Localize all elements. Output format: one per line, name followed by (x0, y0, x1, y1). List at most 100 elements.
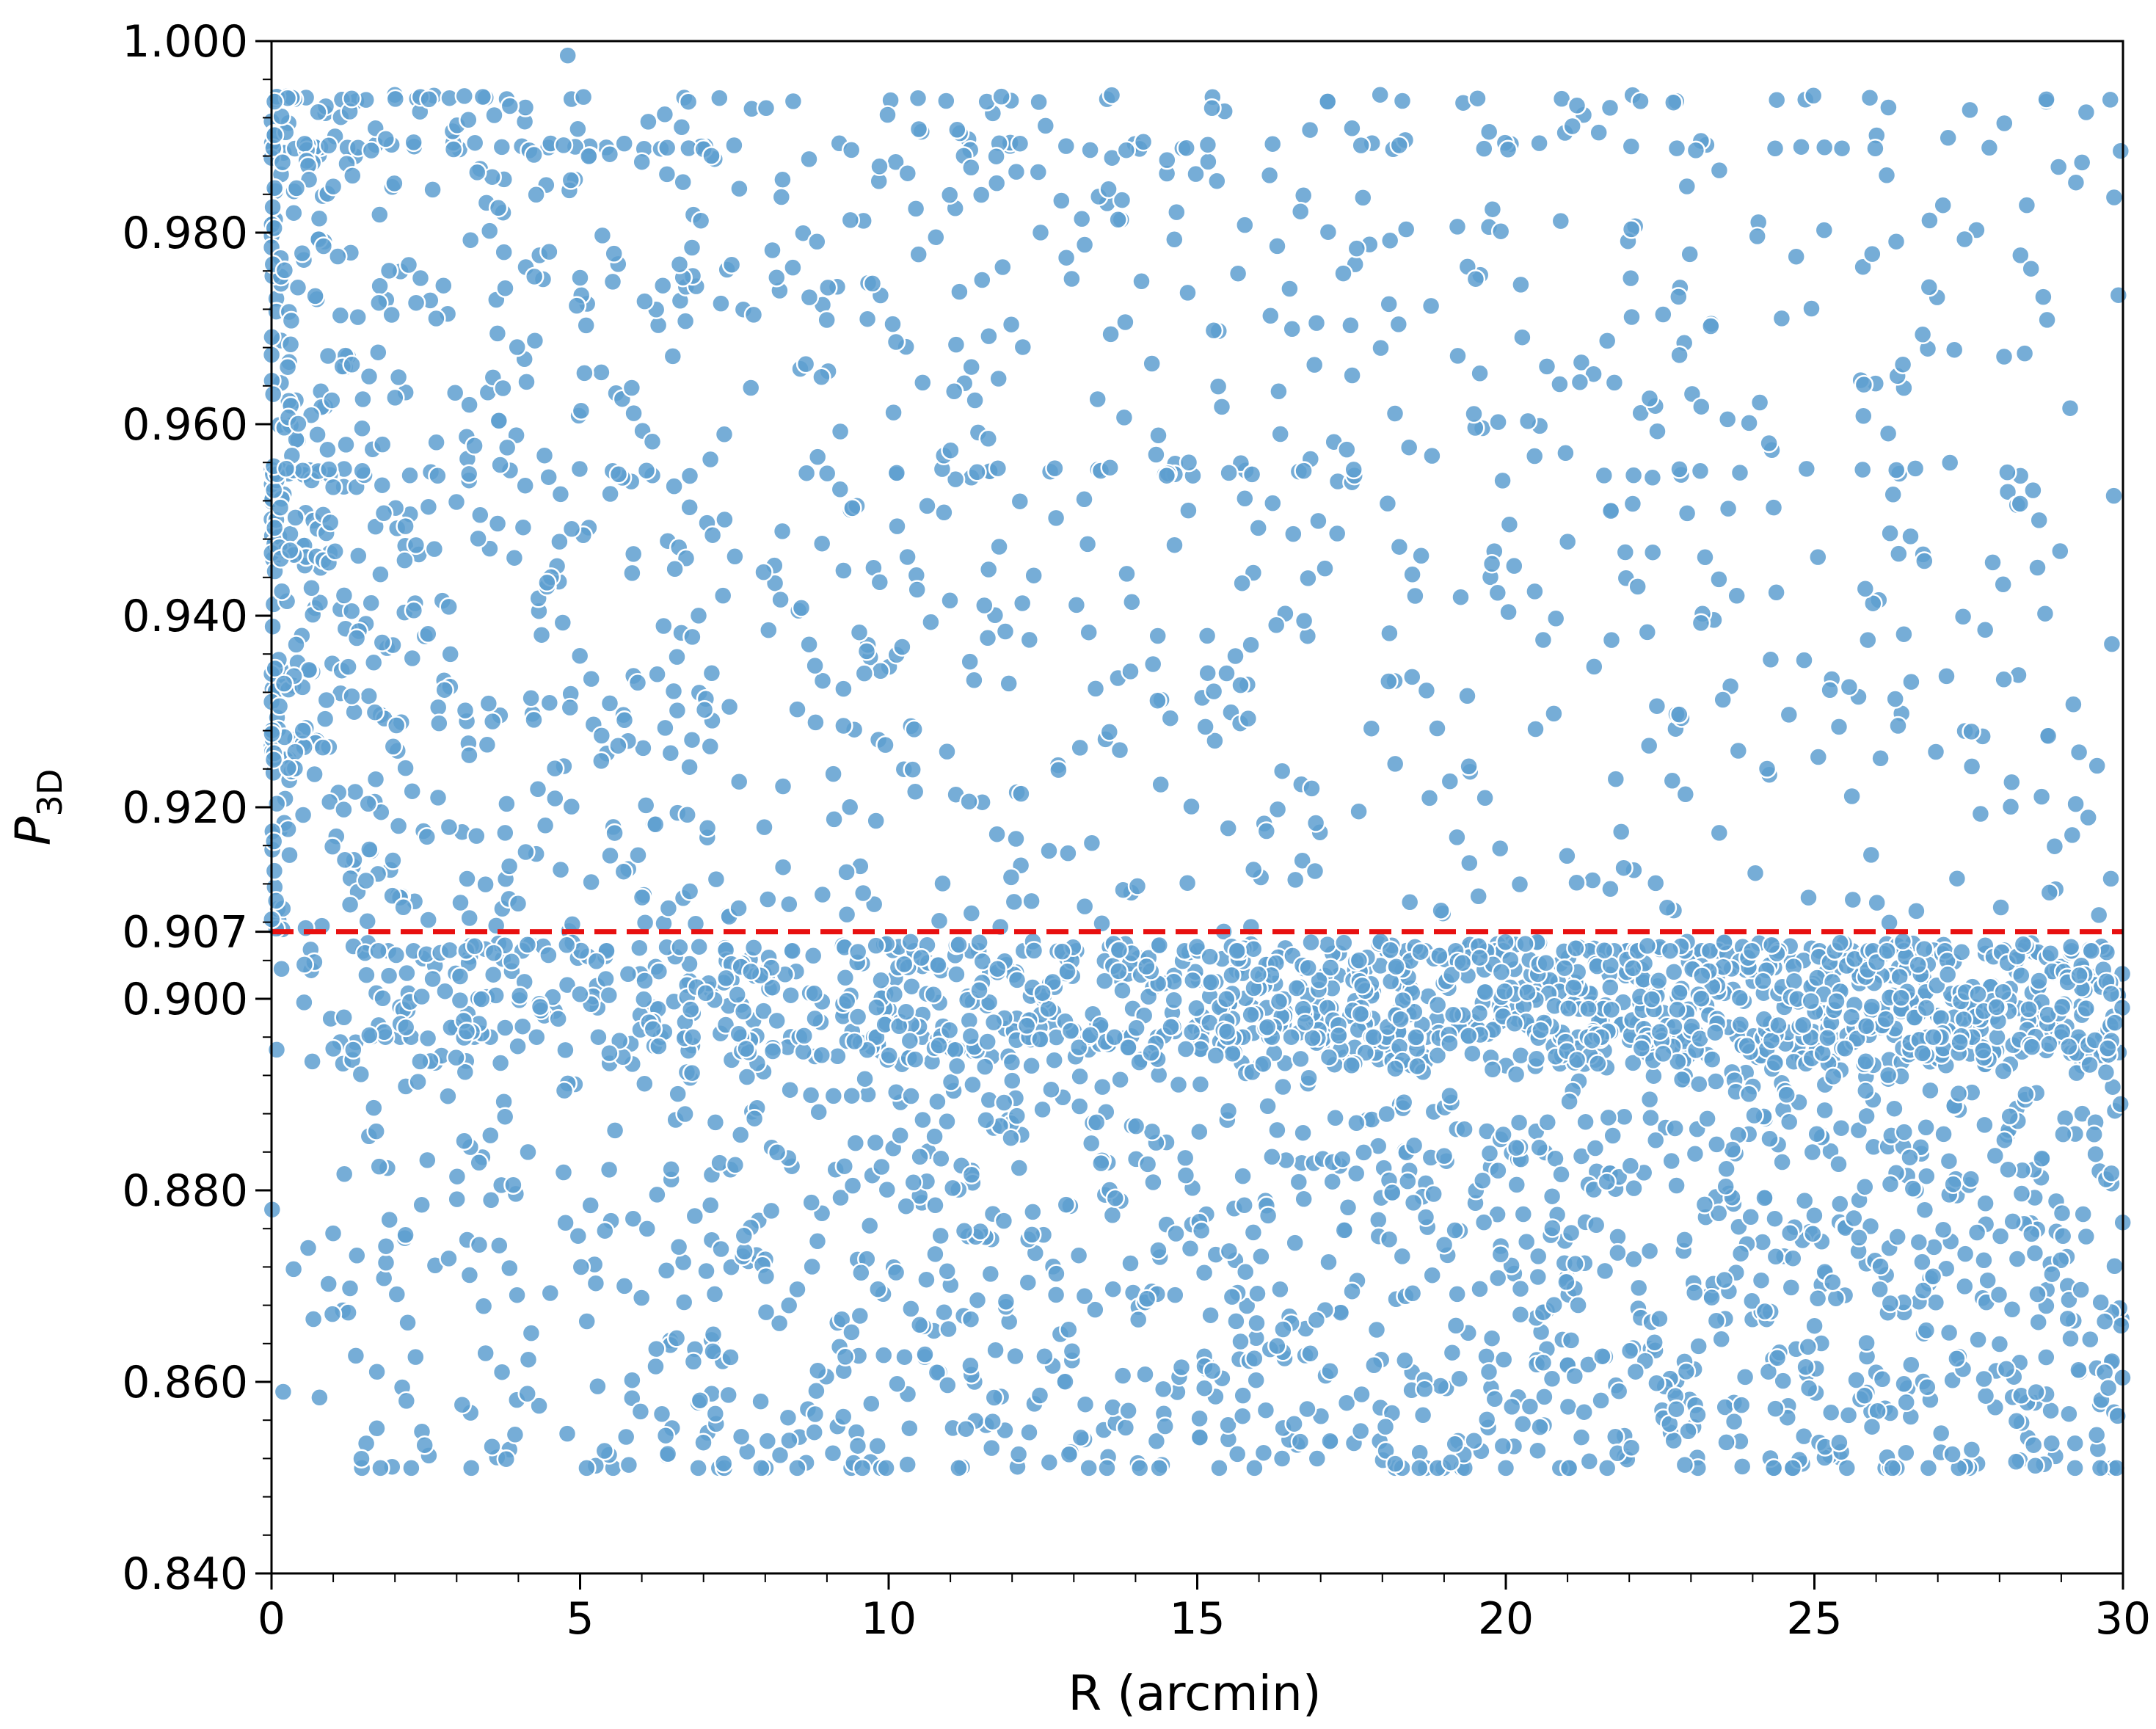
scatter-point (812, 1045, 832, 1066)
scatter-point (921, 612, 941, 632)
scatter-point (1852, 459, 1873, 480)
scatter-point (1405, 586, 1425, 606)
scatter-point (994, 1093, 1014, 1113)
scatter-point (635, 912, 655, 933)
scatter-point (1001, 1128, 1021, 1148)
scatter-point (1724, 1411, 1744, 1432)
scatter-point (1292, 851, 1312, 870)
scatter-point (1440, 1033, 1460, 1053)
scatter-point (706, 869, 726, 889)
scatter-point (870, 156, 889, 177)
scatter-point (1623, 494, 1643, 514)
scatter-point (661, 1160, 681, 1179)
scatter-point (1604, 373, 1625, 393)
scatter-point (1416, 1207, 1436, 1227)
scatter-point (2014, 343, 2035, 363)
scatter-point (1808, 747, 1829, 767)
scatter-point (1559, 1091, 1579, 1112)
scatter-point (1525, 581, 1545, 602)
scatter-point (837, 904, 857, 925)
scatter-point (358, 794, 378, 814)
scatter-point (1830, 1194, 1850, 1214)
scatter-point (771, 187, 792, 207)
scatter-point (292, 243, 313, 263)
scatter-point (1876, 1009, 1896, 1030)
scatter-point (1664, 962, 1684, 982)
scatter-point (1493, 1124, 1513, 1145)
scatter-point (794, 1026, 815, 1046)
scatter-point (1702, 1049, 1722, 1069)
scatter-point (1080, 140, 1100, 160)
scatter-point (501, 952, 522, 972)
scatter-point (1623, 958, 1643, 978)
scatter-point (1510, 1304, 1531, 1325)
scatter-point (1237, 1296, 1257, 1316)
scatter-point (1571, 1427, 1592, 1447)
scatter-point (1983, 553, 2003, 572)
scatter-point (1203, 321, 1224, 341)
scatter-point (1518, 411, 1538, 432)
scatter-point (1114, 407, 1135, 428)
scatter-point (1648, 971, 1669, 991)
scatter-point (1232, 1406, 1253, 1426)
scatter-point (1730, 1243, 1751, 1264)
scatter-point (2028, 558, 2047, 578)
scatter-point (840, 210, 861, 230)
scatter-point (1006, 829, 1026, 849)
scatter-point (830, 421, 851, 442)
scatter-point (1470, 363, 1490, 384)
scatter-point (1857, 1333, 1876, 1353)
scatter-point (2066, 794, 2086, 814)
scatter-point (845, 1133, 866, 1153)
scatter-point (1565, 1254, 1585, 1274)
scatter-point (1953, 1009, 1974, 1030)
scatter-point (754, 817, 774, 837)
scatter-point (439, 817, 459, 837)
scatter-point (1099, 722, 1120, 742)
scatter-point (1741, 941, 1762, 961)
scatter-point (2108, 285, 2129, 305)
scatter-point (1416, 680, 1437, 701)
scatter-point (1588, 1054, 1608, 1074)
scatter-point (1550, 374, 1570, 394)
scatter-point (1441, 1452, 1461, 1472)
scatter-point (1479, 122, 1499, 142)
scatter-point (1056, 247, 1077, 268)
scatter-point (294, 134, 315, 154)
scatter-point (1886, 460, 1906, 480)
scatter-point (729, 178, 749, 199)
scatter-point (353, 389, 373, 410)
scatter-point (2028, 1312, 2048, 1332)
scatter-point (981, 1438, 1002, 1458)
scatter-point (318, 1274, 338, 1294)
scatter-point (1796, 1357, 1816, 1377)
scatter-point (369, 1157, 389, 1176)
scatter-point (715, 1015, 736, 1035)
scatter-point (1609, 1381, 1629, 1402)
scatter-point (1157, 150, 1177, 170)
scatter-point (2039, 1034, 2059, 1054)
scatter-point (1030, 1386, 1050, 1405)
scatter-point (937, 741, 957, 762)
scatter-point (1597, 1171, 1617, 1192)
scatter-point (1511, 274, 1531, 295)
scatter-point (1300, 120, 1320, 140)
scatter-point (2073, 1204, 2093, 1224)
scatter-point (1564, 978, 1584, 997)
scatter-point (1842, 786, 1862, 807)
scatter-point (1862, 997, 1882, 1016)
scatter-point (902, 976, 922, 997)
scatter-point (1377, 493, 1398, 514)
scatter-point (1642, 989, 1662, 1009)
scatter-point (929, 911, 950, 931)
scatter-point (1603, 1126, 1623, 1146)
scatter-point (459, 908, 479, 928)
scatter-point (2023, 480, 2043, 500)
scatter-point (2035, 603, 2055, 624)
scatter-point (263, 384, 283, 404)
scatter-point (396, 758, 415, 778)
scatter-point (528, 779, 548, 799)
scatter-point (1488, 412, 1508, 432)
scatter-point (318, 440, 338, 460)
scatter-point (334, 1164, 354, 1184)
